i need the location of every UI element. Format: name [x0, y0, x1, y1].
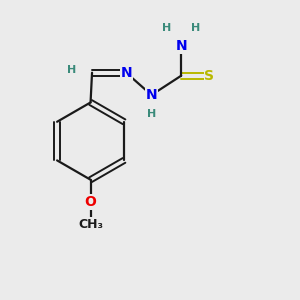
Text: H: H — [147, 109, 156, 119]
Text: H: H — [67, 65, 76, 75]
Text: H: H — [191, 23, 201, 33]
Text: N: N — [146, 88, 157, 102]
Text: O: O — [85, 217, 97, 231]
Text: H: H — [162, 23, 171, 33]
Text: N: N — [120, 66, 132, 80]
Text: O: O — [85, 195, 97, 209]
Text: CH₃: CH₃ — [78, 218, 103, 231]
Text: S: S — [204, 69, 214, 83]
Text: N: N — [176, 39, 187, 53]
